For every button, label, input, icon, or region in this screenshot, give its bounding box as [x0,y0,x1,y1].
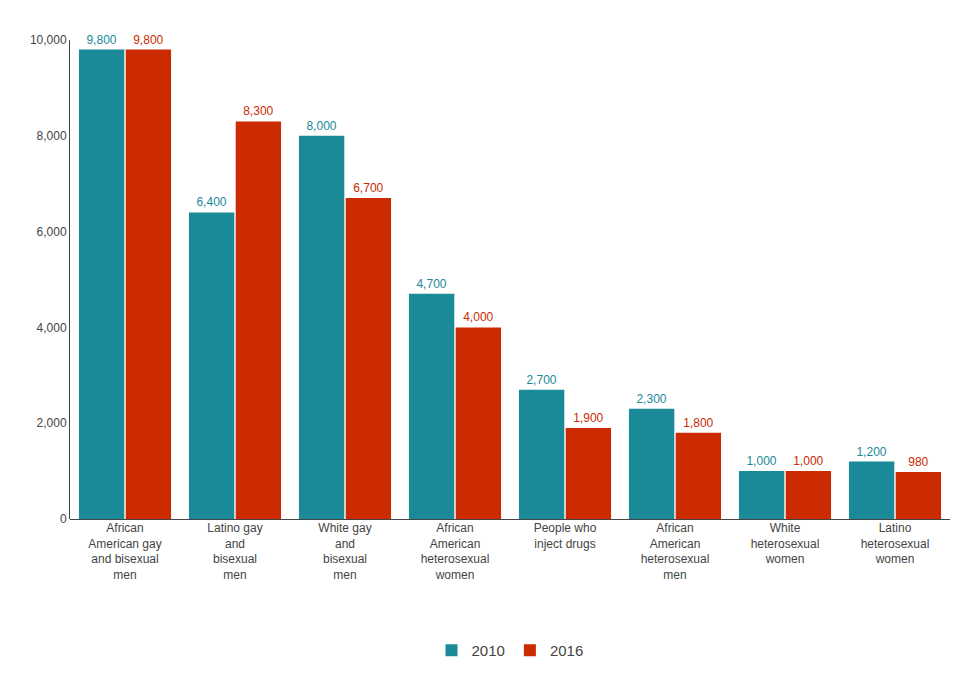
svg-text:4,000: 4,000 [37,321,67,335]
svg-text:9,800: 9,800 [133,33,163,47]
svg-text:6,700: 6,700 [353,181,383,195]
svg-text:6,000: 6,000 [37,225,67,239]
svg-text:980: 980 [908,455,928,469]
svg-text:Latino gayandbisexualmen: Latino gayandbisexualmen [207,521,262,582]
svg-text:1,000: 1,000 [793,454,823,468]
svg-text:Whiteheterosexualwomen: Whiteheterosexualwomen [751,521,820,566]
svg-text:4,700: 4,700 [416,277,446,291]
svg-text:0: 0 [60,512,67,526]
svg-text:AfricanAmericanheterosexualwom: AfricanAmericanheterosexualwomen [421,521,490,582]
svg-text:1,000: 1,000 [746,454,776,468]
svg-text:2,700: 2,700 [526,373,556,387]
svg-text:2,000: 2,000 [37,416,67,430]
svg-text:Latinoheterosexualwomen: Latinoheterosexualwomen [861,521,930,566]
svg-text:10,000: 10,000 [30,33,67,47]
svg-text:6,400: 6,400 [196,195,226,209]
svg-text:8,000: 8,000 [306,119,336,133]
svg-text:AfricanAmericanheterosexualmen: AfricanAmericanheterosexualmen [641,521,710,582]
svg-text:White gayandbisexualmen: White gayandbisexualmen [318,521,371,582]
svg-text:2,300: 2,300 [636,392,666,406]
svg-text:1,800: 1,800 [683,416,713,430]
svg-text:8,300: 8,300 [243,104,273,118]
svg-text:2016: 2016 [550,642,583,659]
svg-text:9,800: 9,800 [86,33,116,47]
svg-text:AfricanAmerican gayand bisexua: AfricanAmerican gayand bisexualmen [88,521,161,582]
svg-text:2010: 2010 [472,642,505,659]
svg-text:People whoinject drugs: People whoinject drugs [534,521,597,551]
svg-text:8,000: 8,000 [37,129,67,143]
svg-text:1,900: 1,900 [573,411,603,425]
svg-text:4,000: 4,000 [463,310,493,324]
svg-text:1,200: 1,200 [856,445,886,459]
